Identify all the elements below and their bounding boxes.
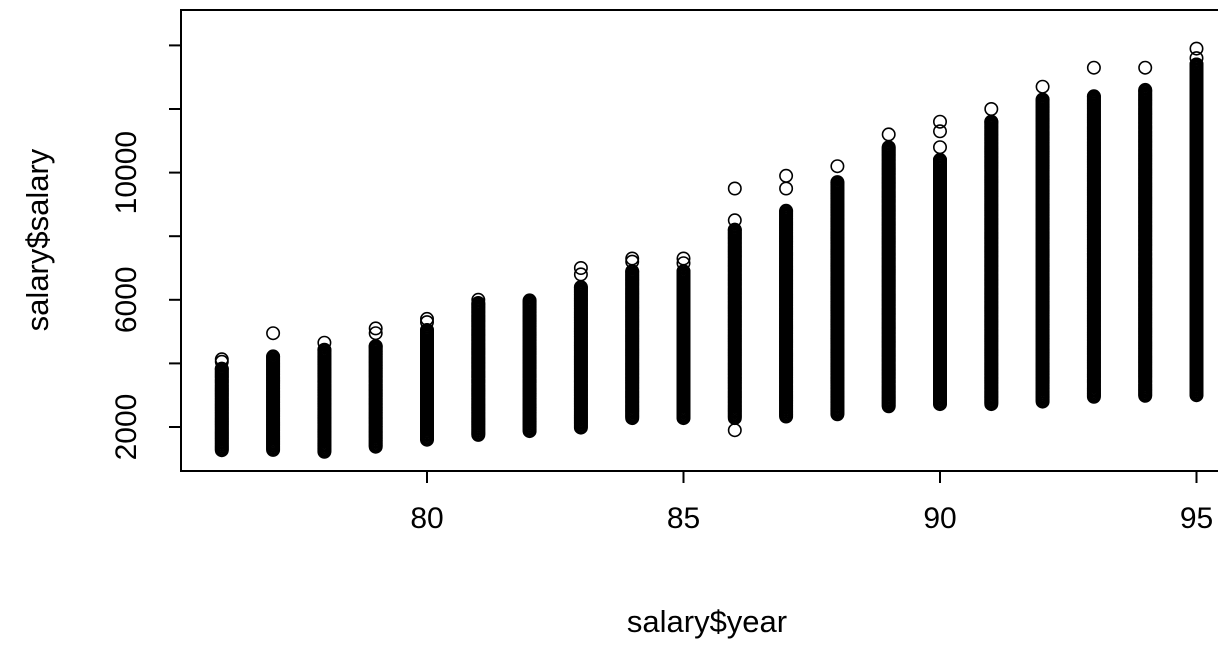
y-tick-label: 10000 [110, 131, 143, 214]
data-point-outlier [368, 321, 383, 336]
data-point-outlier [1138, 60, 1153, 75]
y-tick-label: 6000 [110, 266, 143, 333]
data-point-outlier [932, 124, 947, 139]
data-point-outlier [727, 213, 742, 228]
plot-frame [180, 9, 1218, 472]
x-tick-label: 90 [923, 502, 956, 535]
data-point-outlier [727, 181, 742, 196]
data-point [1189, 57, 1204, 72]
data-point-outlier [727, 423, 742, 438]
data-point-outlier [471, 292, 486, 307]
x-axis: 80 85 90 95 [410, 471, 1213, 535]
x-tick-label: 95 [1180, 502, 1213, 535]
data-point [727, 222, 742, 237]
data-point [317, 342, 332, 357]
data-point [830, 175, 845, 190]
x-axis-label: salary$year [627, 604, 787, 639]
data-point [522, 293, 537, 308]
data-point [1086, 89, 1101, 104]
data-point-outlier [368, 326, 383, 341]
data-point [779, 203, 794, 218]
data-point-outlier [779, 181, 794, 196]
data-point-outlier [676, 256, 691, 271]
y-axis: 2000 6000 10000 [110, 44, 181, 461]
data-point [419, 322, 434, 337]
data-point-outlier [625, 251, 640, 266]
y-axis-label: salary$salary [20, 148, 55, 331]
data-point-outlier [932, 140, 947, 155]
data-point-outlier [419, 311, 434, 326]
data-point-outlier [573, 267, 588, 282]
data-point-outlier [1086, 60, 1101, 75]
data-point [266, 349, 281, 364]
data-point-outlier [830, 159, 845, 174]
data-point-outlier [1189, 51, 1204, 66]
data-point-outlier [214, 354, 229, 369]
data-point-outlier [266, 326, 281, 341]
x-tick-label: 80 [410, 502, 443, 535]
data-point-outlier [1035, 79, 1050, 94]
data-point-outlier [881, 127, 896, 142]
data-point-outlier [779, 168, 794, 183]
data-point-outlier [932, 114, 947, 129]
data-points [214, 41, 1204, 459]
data-point-outlier [1189, 41, 1204, 56]
data-point-outlier [317, 335, 332, 350]
data-point-outlier [676, 251, 691, 266]
data-point-outlier [984, 102, 999, 117]
x-tick-label: 85 [667, 502, 700, 535]
y-tick-label: 2000 [110, 394, 143, 461]
data-point [1138, 82, 1153, 97]
data-point-outlier [573, 260, 588, 275]
data-point [214, 361, 229, 376]
